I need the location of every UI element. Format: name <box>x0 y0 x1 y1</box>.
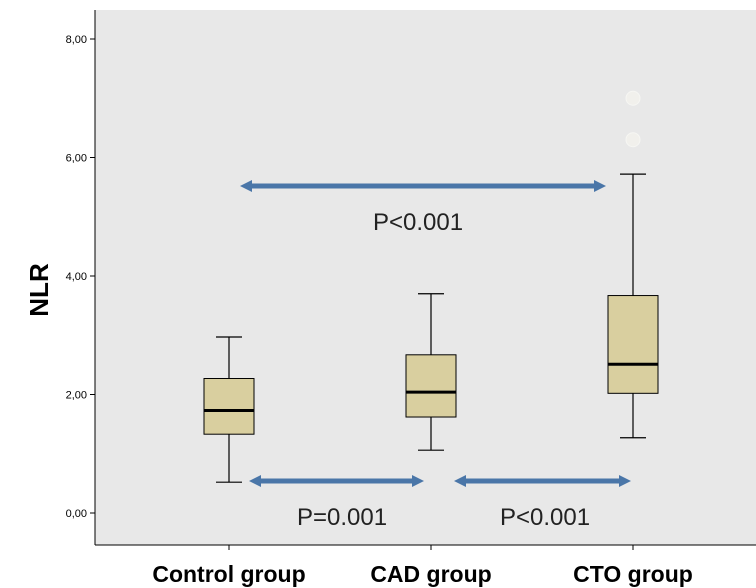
outlier-point <box>625 90 641 106</box>
arrow-head-right <box>619 475 631 487</box>
x-tick-label: Control group <box>152 561 305 587</box>
x-axis: Control group CAD group CTO group <box>95 544 756 587</box>
y-tick-label: 2,00 <box>66 390 87 402</box>
box-control-group <box>203 336 255 483</box>
p-value-label: P<0.001 <box>373 209 463 236</box>
plot-area <box>95 10 756 545</box>
x-tick-label: CAD group <box>370 561 491 587</box>
iqr-box <box>405 354 457 418</box>
box-cad-group <box>405 293 457 451</box>
y-axis-title: NLR <box>24 263 54 317</box>
boxes-group <box>203 90 659 483</box>
y-tick-label: 4,00 <box>66 271 87 283</box>
arrow-head-right <box>594 180 606 192</box>
comparison-2: P=0.001 <box>249 475 424 531</box>
box-cto-group <box>607 90 659 439</box>
comparison-arrows: P<0.001 P=0.001 P<0.001 <box>240 180 631 531</box>
arrow-head-left <box>240 180 252 192</box>
comparison-3: P<0.001 <box>454 475 631 531</box>
p-value-label: P=0.001 <box>297 504 387 531</box>
y-tick-label: 0,00 <box>66 508 87 520</box>
x-tick-label: CTO group <box>573 561 693 587</box>
y-tick-label: 6,00 <box>66 153 87 165</box>
iqr-box <box>607 295 659 394</box>
arrow-head-left <box>249 475 261 487</box>
outlier-point <box>625 132 641 148</box>
arrow-head-left <box>454 475 466 487</box>
p-value-label: P<0.001 <box>500 504 590 531</box>
comparison-1: P<0.001 <box>240 180 606 236</box>
y-axis: 0,00 2,00 4,00 6,00 8,00 <box>66 10 96 545</box>
arrow-head-right <box>412 475 424 487</box>
iqr-box <box>203 378 255 435</box>
y-tick-label: 8,00 <box>66 34 87 46</box>
